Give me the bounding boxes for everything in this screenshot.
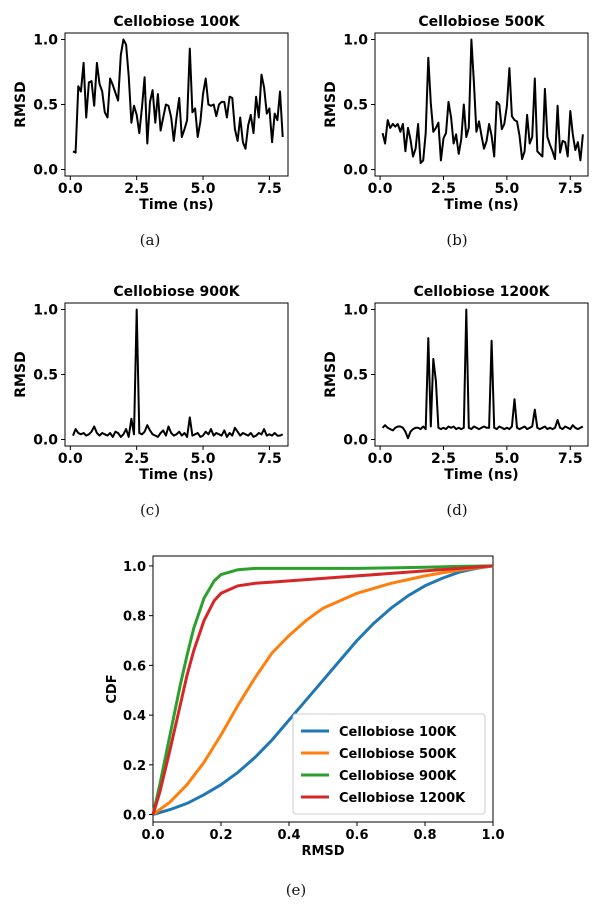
x-tick-label: 2.5 <box>124 451 149 467</box>
x-tick-label: 2.5 <box>124 181 149 197</box>
series-line-cellobiose-100k <box>152 564 494 816</box>
y-tick-label: 0.5 <box>343 98 368 114</box>
chart-title: Cellobiose 1200K <box>414 284 551 300</box>
y-tick-label: 0.5 <box>343 368 368 384</box>
subfigure-caption: (e) <box>286 881 307 899</box>
x-axis-label: Time (ns) <box>444 467 518 483</box>
x-tick-label: 5.0 <box>191 181 216 197</box>
series-line-cellobiose-500k <box>152 564 494 816</box>
y-tick-label: 0.5 <box>33 98 58 114</box>
series-line-cellobiose-1200k <box>151 564 494 815</box>
series-line-c <box>72 308 284 438</box>
y-tick-label: 0.0 <box>33 163 58 179</box>
x-axis-label: Time (ns) <box>444 197 518 213</box>
x-axis-label: RMSD <box>301 844 344 859</box>
x-tick-label: 0.0 <box>58 181 83 197</box>
y-axis-label: RMSD <box>13 351 29 397</box>
legend-label: Cellobiose 500K <box>339 747 457 762</box>
chart-b: 0.0 2.5 5.0 7.5 0.0 0.5 1.0 Cellobiose 500K Time… <box>323 14 589 249</box>
x-tick-label: 7.5 <box>558 181 583 197</box>
legend-label: Cellobiose 1200K <box>339 791 466 806</box>
x-tick-label: 7.5 <box>558 451 583 467</box>
x-tick-label: 0.0 <box>368 181 393 197</box>
y-axis-label: RMSD <box>13 81 29 127</box>
x-tick-label: 5.0 <box>494 181 519 197</box>
y-tick-label: 0.8 <box>123 610 146 625</box>
x-tick-label: 0.2 <box>209 828 232 843</box>
series-line-b <box>381 38 584 164</box>
y-tick-label: 1.0 <box>343 303 368 319</box>
y-axis-label: RMSD <box>323 81 339 127</box>
x-tick-label: 0.0 <box>58 451 83 467</box>
legend-label: Cellobiose 900K <box>339 769 457 784</box>
subfigure-caption: (a) <box>140 231 161 249</box>
chart-title: Cellobiose 500K <box>418 14 545 30</box>
y-tick-label: 0.2 <box>123 759 146 774</box>
x-tick-label: 5.0 <box>191 451 216 467</box>
x-tick-label: 0.4 <box>277 828 300 843</box>
x-tick-label: 0.0 <box>368 451 393 467</box>
y-tick-label: 1.0 <box>33 33 58 49</box>
subfigure-caption: (c) <box>140 501 160 519</box>
plot-frame <box>64 302 289 447</box>
legend: Cellobiose 100K Cellobiose 500K Cellobiose… <box>292 713 486 815</box>
x-tick-label: 0.6 <box>345 828 368 843</box>
y-tick-label: 0.0 <box>123 809 146 824</box>
x-tick-label: 2.5 <box>431 181 456 197</box>
y-tick-label: 0.5 <box>33 368 58 384</box>
chart-d: 0.0 2.5 5.0 7.5 0.0 0.5 1.0 Cellobiose 1200K Tim… <box>323 284 589 519</box>
y-tick-label: 1.0 <box>123 560 146 575</box>
series-line-a <box>72 38 284 154</box>
subfigure-caption: (d) <box>446 501 467 519</box>
series-line-d <box>381 308 584 440</box>
x-tick-label: 0.8 <box>413 828 436 843</box>
chart-c: 0.0 2.5 5.0 7.5 0.0 0.5 1.0 Cellobiose 900K Time… <box>13 284 289 519</box>
chart-a: 0.0 2.5 5.0 7.5 0.0 0.5 1.0 Cellobiose 100K Time… <box>13 14 289 249</box>
y-tick-label: 0.6 <box>123 659 146 674</box>
y-tick-label: 0.4 <box>123 709 146 724</box>
legend-box <box>292 713 486 815</box>
chart-title: Cellobiose 900K <box>113 284 240 300</box>
legend-label: Cellobiose 100K <box>339 725 457 740</box>
x-tick-label: 1.0 <box>481 828 504 843</box>
chart-e: 0.0 0.2 0.4 0.6 0.8 1.0 0.0 0.2 0.4 0.6 0.8 1.0 RMSD… <box>105 555 505 899</box>
y-tick-label: 0.0 <box>33 433 58 449</box>
x-tick-label: 2.5 <box>431 451 456 467</box>
y-tick-label: 0.0 <box>343 433 368 449</box>
y-tick-label: 0.0 <box>343 163 368 179</box>
plot-frame <box>152 555 494 823</box>
y-tick-label: 1.0 <box>343 33 368 49</box>
x-tick-label: 7.5 <box>257 181 282 197</box>
x-axis-label: Time (ns) <box>139 467 213 483</box>
x-tick-label: 7.5 <box>257 451 282 467</box>
series-line-cellobiose-900k <box>151 564 494 815</box>
x-tick-label: 0.0 <box>141 828 164 843</box>
subfigure-caption: (b) <box>446 231 467 249</box>
x-axis-label: Time (ns) <box>139 197 213 213</box>
chart-title: Cellobiose 100K <box>113 14 240 30</box>
y-axis-label: RMSD <box>323 351 339 397</box>
y-axis-label: CDF <box>105 674 120 703</box>
x-tick-label: 5.0 <box>494 451 519 467</box>
y-tick-label: 1.0 <box>33 303 58 319</box>
